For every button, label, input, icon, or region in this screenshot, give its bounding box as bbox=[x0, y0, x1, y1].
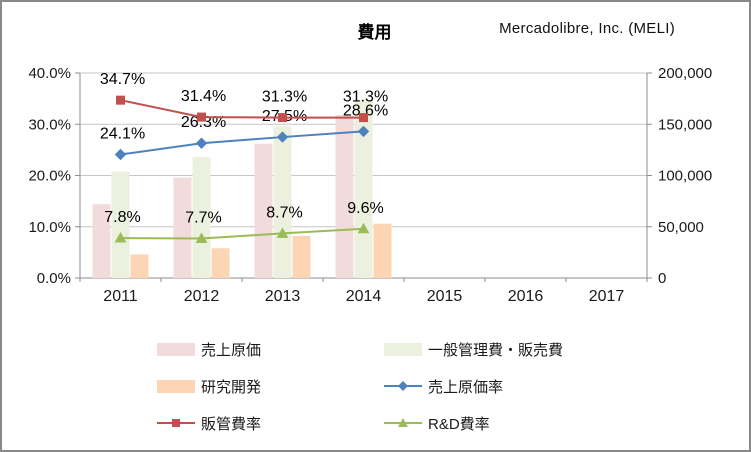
data-label: 9.6% bbox=[347, 200, 383, 217]
data-label: 26.3% bbox=[181, 114, 226, 131]
marker-triangle bbox=[276, 227, 289, 238]
marker-diamond bbox=[357, 125, 370, 138]
data-label: 7.7% bbox=[185, 210, 221, 227]
legend-item-研究開発[interactable]: 研究開発 bbox=[157, 378, 262, 396]
marker-triangle bbox=[357, 222, 370, 234]
marker-square bbox=[197, 112, 206, 122]
legend-label: 売上原価率 bbox=[428, 378, 504, 396]
bar-売上原価[interactable] bbox=[173, 177, 192, 278]
marker-triangle bbox=[114, 231, 127, 243]
bar-研究開発[interactable] bbox=[292, 235, 311, 278]
x-axis-label: 2016 bbox=[508, 288, 544, 305]
line-売上原価率[interactable] bbox=[120, 130, 364, 156]
legend-line-swatch-icon bbox=[384, 379, 422, 393]
data-label: 28.6% bbox=[343, 102, 388, 119]
data-label: 31.3% bbox=[262, 89, 307, 106]
legend-bar-swatch-icon bbox=[157, 379, 195, 393]
y-axis-label-left: 0.0% bbox=[37, 270, 71, 287]
line-R&D費率[interactable] bbox=[120, 227, 364, 240]
data-label: 31.4% bbox=[181, 88, 226, 105]
legend-item-売上原価率[interactable]: 売上原価率 bbox=[384, 378, 504, 396]
x-axis-label: 2012 bbox=[184, 288, 220, 305]
bar-一般管理費・販売費[interactable] bbox=[192, 157, 211, 278]
legend-item-一般管理費・販売費[interactable]: 一般管理費・販売費 bbox=[384, 341, 564, 359]
legend-label: R&D費率 bbox=[428, 415, 490, 433]
data-label: 34.7% bbox=[100, 71, 145, 88]
y-axis-label-left: 40.0% bbox=[28, 65, 71, 82]
bar-研究開発[interactable] bbox=[211, 248, 230, 278]
marker-triangle bbox=[195, 232, 208, 244]
company-label[interactable]: Mercadolibre, Inc. (MELI) bbox=[499, 20, 675, 37]
data-label: 8.7% bbox=[266, 204, 302, 221]
legend-label: 一般管理費・販売費 bbox=[428, 341, 564, 359]
legend-item-売上原価[interactable]: 売上原価 bbox=[157, 341, 262, 359]
y-axis-label-right: 50,000 bbox=[658, 219, 704, 236]
legend-bar-swatch-icon bbox=[384, 342, 422, 356]
y-axis-label-left: 20.0% bbox=[28, 168, 71, 185]
bar-一般管理費・販売費[interactable] bbox=[111, 171, 130, 278]
legend-label: 販管費率 bbox=[201, 415, 262, 433]
x-axis-label: 2013 bbox=[265, 288, 301, 305]
bar-一般管理費・販売費[interactable] bbox=[273, 126, 292, 278]
bar-研究開発[interactable] bbox=[130, 254, 149, 278]
y-axis-label-right: 100,000 bbox=[658, 168, 712, 185]
y-axis-label-left: 10.0% bbox=[28, 219, 71, 236]
y-axis-label-left: 30.0% bbox=[28, 116, 71, 133]
marker-diamond bbox=[276, 131, 289, 143]
y-axis-label-right: 150,000 bbox=[658, 116, 712, 133]
bar-一般管理費・販売費[interactable] bbox=[354, 99, 373, 279]
x-axis-label: 2014 bbox=[346, 288, 382, 305]
line-販管費率[interactable] bbox=[120, 99, 364, 119]
x-axis-label: 2017 bbox=[589, 288, 625, 305]
legend-label: 売上原価 bbox=[201, 341, 262, 359]
data-label: 7.8% bbox=[104, 209, 140, 226]
data-label: 24.1% bbox=[100, 125, 145, 142]
x-axis-label: 2015 bbox=[427, 288, 463, 305]
marker-square bbox=[359, 113, 368, 123]
y-axis-label-right: 200,000 bbox=[658, 65, 712, 82]
marker-diamond bbox=[195, 137, 208, 149]
x-axis-label: 2011 bbox=[103, 288, 138, 305]
data-label: 31.3% bbox=[343, 89, 388, 106]
legend-line-swatch-icon bbox=[157, 416, 195, 430]
legend-label: 研究開発 bbox=[201, 378, 262, 396]
bar-売上原価[interactable] bbox=[254, 143, 273, 278]
legend-bar-swatch-icon bbox=[157, 342, 195, 356]
marker-square bbox=[278, 113, 287, 123]
bar-研究開発[interactable] bbox=[373, 223, 392, 278]
marker-diamond bbox=[114, 148, 127, 161]
bar-売上原価[interactable] bbox=[335, 115, 354, 279]
bar-売上原価[interactable] bbox=[92, 204, 111, 278]
y-axis-label-right: 0 bbox=[658, 270, 666, 287]
chart-title[interactable]: 費用 bbox=[357, 23, 392, 42]
marker-square bbox=[116, 95, 125, 105]
legend-item-販管費率[interactable]: 販管費率 bbox=[157, 415, 262, 433]
legend-item-R&D費率[interactable]: R&D費率 bbox=[384, 415, 490, 433]
legend-line-swatch-icon bbox=[384, 416, 422, 430]
